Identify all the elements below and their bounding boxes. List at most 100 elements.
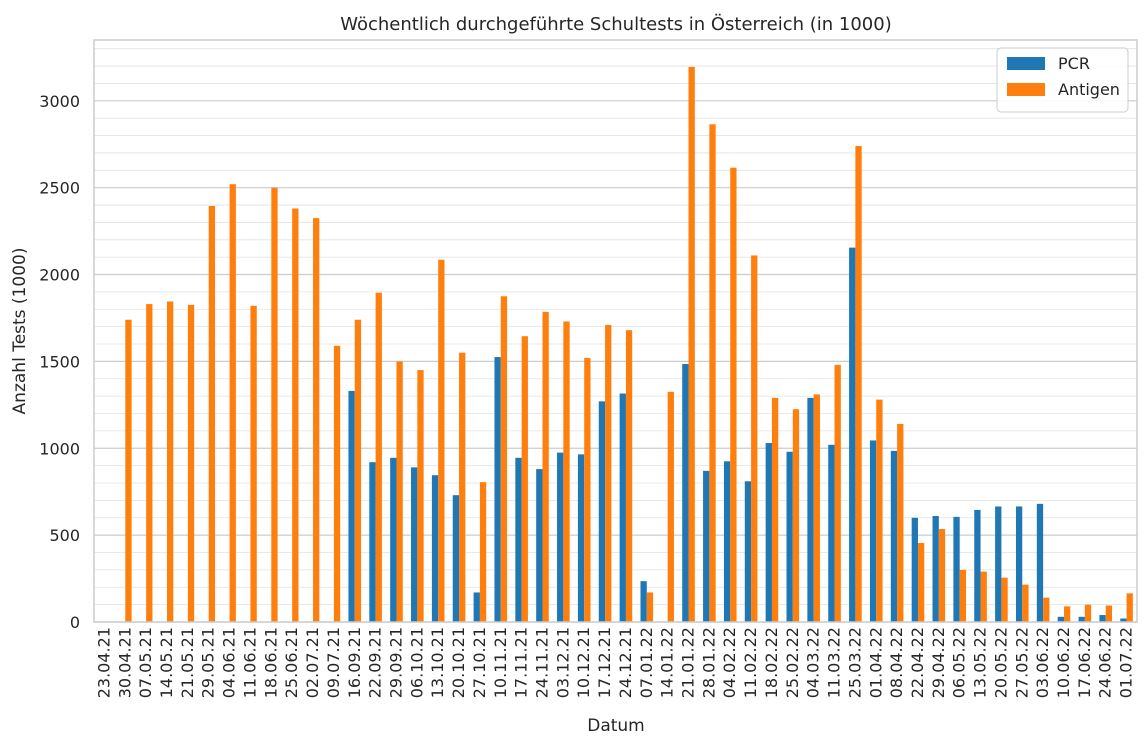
- x-tick-label: 20.10.21: [449, 627, 468, 698]
- bar-antigen: [834, 364, 841, 622]
- bar-antigen: [146, 304, 153, 622]
- x-tick-label: 11.06.21: [240, 627, 259, 698]
- bar-antigen: [959, 569, 966, 622]
- x-tick-label: 29.04.22: [929, 627, 948, 698]
- x-tick-label: 24.06.22: [1096, 627, 1115, 698]
- x-tick-label: 14.01.22: [658, 627, 677, 698]
- bar-antigen: [646, 592, 654, 622]
- x-tick-label: 18.02.22: [762, 627, 781, 698]
- bar-antigen: [855, 145, 862, 622]
- x-tick-label: 10.06.22: [1054, 627, 1073, 698]
- legend-label-antigen: Antigen: [1058, 80, 1120, 99]
- bar-antigen: [709, 124, 716, 622]
- bar-antigen: [563, 321, 570, 622]
- bar-pcr: [369, 462, 376, 622]
- bar-pcr: [473, 592, 480, 622]
- chart-title: Wöchentlich durchgeführte Schultests in …: [340, 13, 891, 35]
- bar-antigen: [876, 399, 883, 622]
- x-tick-label: 01.04.22: [866, 627, 885, 698]
- x-tick-label: 07.01.22: [637, 627, 656, 698]
- bar-antigen: [1063, 606, 1071, 622]
- x-tick-label: 24.12.21: [616, 627, 635, 698]
- bar-pcr: [723, 461, 731, 622]
- bar-pcr: [411, 467, 418, 622]
- x-tick-label: 04.06.21: [220, 627, 239, 698]
- x-tick-label: 01.07.22: [1117, 627, 1136, 698]
- bar-antigen: [1022, 584, 1029, 622]
- x-tick-label: 18.06.21: [261, 627, 280, 698]
- x-tick-label: 30.04.21: [115, 627, 134, 698]
- bar-antigen: [125, 319, 132, 622]
- bar-pcr: [598, 401, 606, 622]
- bar-antigen: [1001, 577, 1008, 622]
- y-tick-label: 0: [70, 613, 80, 632]
- bar-antigen: [1105, 605, 1113, 622]
- bar-antigen: [917, 542, 925, 622]
- bar-antigen: [250, 305, 257, 622]
- bar-antigen: [187, 304, 195, 622]
- x-tick-label: 11.02.22: [741, 627, 760, 698]
- x-tick-label: 22.09.21: [366, 627, 385, 698]
- bar-antigen: [396, 361, 403, 622]
- y-axis-label: Anzahl Tests (1000): [10, 248, 30, 415]
- bar-antigen: [813, 394, 820, 622]
- bar-pcr: [703, 470, 710, 622]
- bar-pcr: [807, 397, 814, 622]
- y-tick-label: 1500: [39, 352, 80, 371]
- y-tick-label: 2500: [39, 179, 80, 198]
- bar-antigen: [459, 352, 466, 622]
- bar-antigen: [271, 187, 278, 623]
- bar-antigen: [1043, 597, 1050, 622]
- bar-antigen: [542, 311, 549, 622]
- x-tick-label: 16.09.21: [345, 627, 364, 698]
- y-tick-label: 2000: [39, 266, 80, 285]
- bar-antigen: [375, 292, 382, 622]
- bar-antigen: [500, 296, 508, 622]
- x-tick-label: 21.05.21: [178, 627, 197, 698]
- bar-antigen: [354, 319, 362, 622]
- bar-pcr: [536, 469, 543, 622]
- bar-pcr: [995, 506, 1002, 622]
- y-tick-label: 500: [49, 526, 80, 545]
- x-tick-label: 24.11.21: [532, 627, 551, 698]
- bar-pcr: [619, 393, 626, 622]
- bar-antigen: [167, 301, 174, 622]
- bar-antigen: [751, 255, 758, 622]
- x-tick-label: 23.04.21: [94, 627, 113, 698]
- bar-antigen: [208, 205, 216, 622]
- bar-pcr: [849, 247, 856, 622]
- bar-antigen: [479, 482, 487, 622]
- bar-antigen: [938, 529, 946, 622]
- bar-pcr: [828, 444, 835, 622]
- bar-pcr: [765, 443, 772, 622]
- bar-pcr: [869, 440, 877, 622]
- bar-pcr: [911, 517, 918, 622]
- x-tick-label: 25.06.21: [282, 627, 301, 698]
- bar-pcr: [744, 481, 752, 622]
- bar-pcr: [348, 390, 355, 622]
- bar-antigen: [980, 571, 987, 622]
- x-tick-label: 21.01.22: [679, 627, 698, 698]
- x-tick-label: 04.03.22: [804, 627, 823, 698]
- bar-antigen: [792, 409, 800, 622]
- x-tick-label: 13.05.22: [971, 627, 990, 698]
- bar-pcr: [390, 457, 397, 622]
- bar-antigen: [730, 167, 737, 622]
- x-axis-label: Datum: [587, 716, 645, 736]
- bar-antigen: [1084, 604, 1092, 622]
- bar-pcr: [1078, 616, 1085, 622]
- x-tick-label: 17.06.22: [1075, 627, 1094, 698]
- bar-antigen: [521, 336, 528, 622]
- x-tick-label: 03.06.22: [1033, 627, 1052, 698]
- bar-pcr: [890, 450, 898, 622]
- bar-pcr: [682, 364, 689, 622]
- x-tick-label: 27.10.21: [470, 627, 489, 698]
- x-tick-label: 10.12.21: [574, 627, 593, 698]
- bar-pcr: [577, 454, 585, 622]
- x-tick-label: 29.09.21: [386, 627, 405, 698]
- x-tick-label: 17.12.21: [595, 627, 614, 698]
- bar-pcr: [1120, 618, 1127, 622]
- legend-swatch-antigen: [1007, 83, 1045, 96]
- x-tick-label: 29.05.21: [199, 627, 218, 698]
- bar-pcr: [953, 516, 960, 622]
